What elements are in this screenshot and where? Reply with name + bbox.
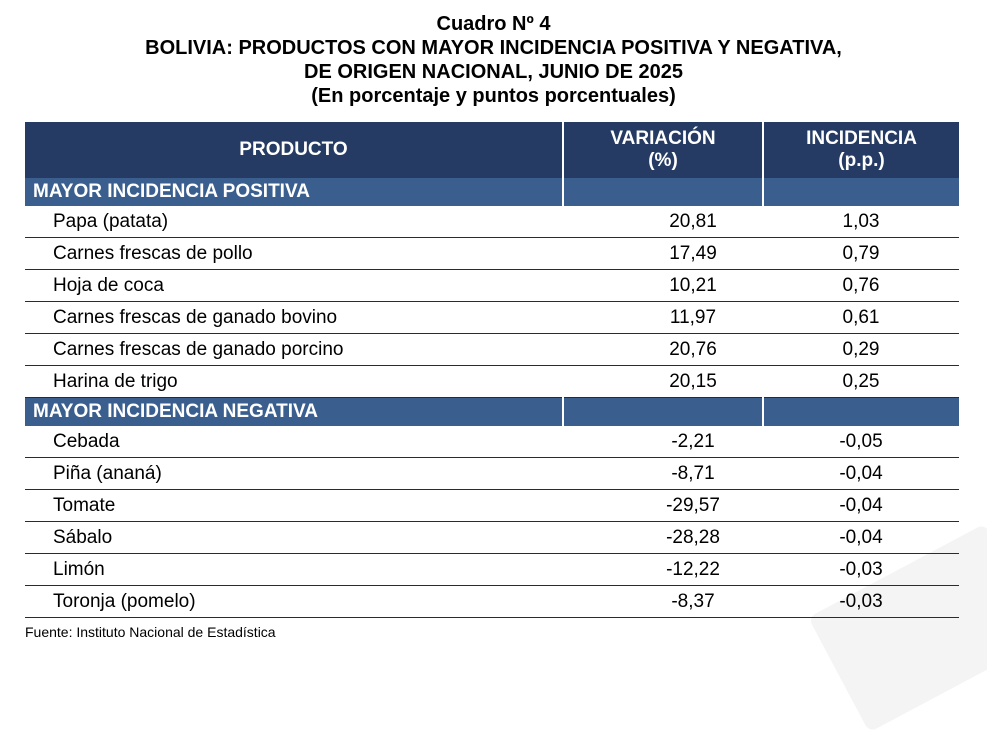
variation-value: 10,21: [563, 269, 763, 302]
table-number: Cuadro Nº 4: [436, 13, 551, 35]
section-cell-empty: [562, 397, 763, 426]
incidence-value: -0,04: [763, 457, 959, 490]
table-row: Toronja (pomelo) -8,37 -0,03: [25, 585, 959, 618]
section-title-negative: MAYOR INCIDENCIA NEGATIVA: [25, 397, 563, 426]
table-row: Cebada -2,21 -0,05: [25, 426, 959, 458]
incidence-value: 0,76: [763, 269, 959, 302]
product-name: Harina de trigo: [25, 365, 563, 398]
table-units: (En porcentaje y puntos porcentuales): [311, 85, 676, 107]
table-row: Limón -12,22 -0,03: [25, 553, 959, 586]
table-row: Harina de trigo 20,15 0,25: [25, 365, 959, 398]
variation-value: 11,97: [563, 301, 763, 334]
variation-value: 20,15: [563, 365, 763, 398]
incidence-value: -0,04: [763, 521, 959, 554]
section-row-negative: MAYOR INCIDENCIA NEGATIVA: [25, 397, 959, 426]
table-title-line-1: BOLIVIA: PRODUCTOS CON MAYOR INCIDENCIA …: [145, 37, 842, 59]
variation-value: 20,76: [563, 333, 763, 366]
table-title-line-2: DE ORIGEN NACIONAL, JUNIO DE 2025: [304, 61, 683, 83]
table-row: Carnes frescas de pollo 17,49 0,79: [25, 237, 959, 270]
table-row: Hoja de coca 10,21 0,76: [25, 269, 959, 302]
incidence-value: 0,79: [763, 237, 959, 270]
column-header-incidence-label: INCIDENCIA: [806, 128, 917, 149]
section-cell-empty: [562, 178, 763, 206]
variation-value: -28,28: [563, 521, 763, 554]
product-name: Tomate: [25, 489, 563, 522]
variation-value: -29,57: [563, 489, 763, 522]
column-header-product-label: PRODUCTO: [239, 139, 348, 160]
variation-value: 17,49: [563, 237, 763, 270]
variation-value: -8,71: [563, 457, 763, 490]
section-title-positive: MAYOR INCIDENCIA POSITIVA: [25, 178, 563, 206]
product-name: Papa (patata): [25, 206, 563, 238]
table-caption: Cuadro Nº 4 BOLIVIA: PRODUCTOS CON MAYOR…: [0, 12, 987, 108]
product-name: Carnes frescas de ganado porcino: [25, 333, 563, 366]
variation-value: -8,37: [563, 585, 763, 618]
incidence-value: 0,61: [763, 301, 959, 334]
column-header-incidence: INCIDENCIA (p.p.): [762, 122, 959, 178]
table-row: Tomate -29,57 -0,04: [25, 489, 959, 522]
product-name: Hoja de coca: [25, 269, 563, 302]
source-note: Fuente: Instituto Nacional de Estadístic…: [25, 624, 276, 640]
table-row: Carnes frescas de ganado porcino 20,76 0…: [25, 333, 959, 366]
table-row: Sábalo -28,28 -0,04: [25, 521, 959, 554]
product-name: Limón: [25, 553, 563, 586]
section-row-positive: MAYOR INCIDENCIA POSITIVA: [25, 178, 959, 206]
product-name: Toronja (pomelo): [25, 585, 563, 618]
incidence-value: -0,03: [763, 553, 959, 586]
product-name: Sábalo: [25, 521, 563, 554]
column-header-variation-unit: (%): [648, 150, 678, 171]
variation-value: 20,81: [563, 206, 763, 238]
column-header-incidence-unit: (p.p.): [838, 150, 885, 171]
table-row: Piña (ananá) -8,71 -0,04: [25, 457, 959, 490]
section-cell-empty: [762, 178, 959, 206]
variation-value: -2,21: [563, 426, 763, 458]
incidence-value: 1,03: [763, 206, 959, 238]
incidence-table: PRODUCTO VARIACIÓN (%) INCIDENCIA (p.p.)…: [25, 122, 959, 618]
incidence-value: -0,04: [763, 489, 959, 522]
variation-value: -12,22: [563, 553, 763, 586]
section-cell-empty: [762, 397, 959, 426]
incidence-value: 0,29: [763, 333, 959, 366]
column-header-variation: VARIACIÓN (%): [562, 122, 763, 178]
incidence-value: -0,03: [763, 585, 959, 618]
incidence-value: 0,25: [763, 365, 959, 398]
product-name: Piña (ananá): [25, 457, 563, 490]
product-name: Carnes frescas de ganado bovino: [25, 301, 563, 334]
product-name: Cebada: [25, 426, 563, 458]
table-row: Papa (patata) 20,81 1,03: [25, 206, 959, 238]
table-row: Carnes frescas de ganado bovino 11,97 0,…: [25, 301, 959, 334]
column-header-product: PRODUCTO: [25, 122, 563, 178]
product-name: Carnes frescas de pollo: [25, 237, 563, 270]
table-header-row: PRODUCTO VARIACIÓN (%) INCIDENCIA (p.p.): [25, 122, 959, 178]
incidence-value: -0,05: [763, 426, 959, 458]
column-header-variation-label: VARIACIÓN: [610, 128, 716, 149]
